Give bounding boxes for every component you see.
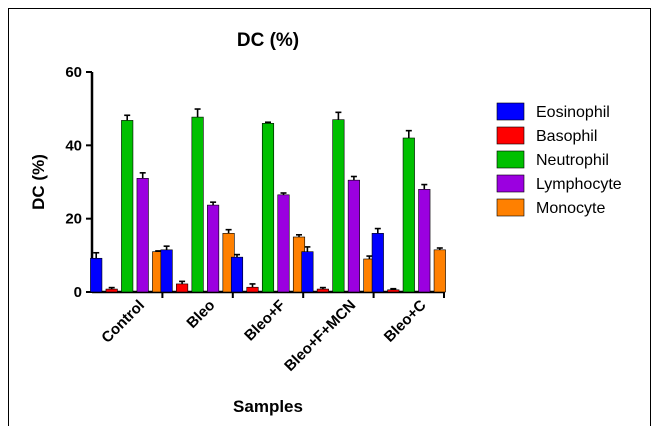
x-tick-label: Control (98, 297, 148, 347)
legend-label-neutrophil: Neutrophil (536, 152, 609, 169)
bar-lymphocyte-3 (347, 179, 360, 293)
bar-lymphocyte-1 (207, 204, 220, 293)
y-axis-label: DC (%) (29, 154, 48, 210)
bar-neutrophil-4 (402, 137, 415, 293)
x-tick-label: Bleo (183, 297, 218, 332)
y-tick-label: 60 (65, 64, 82, 81)
bar-basophil-2 (246, 286, 259, 293)
legend-swatch-monocyte (496, 198, 525, 217)
bar-eosinophil-0 (90, 257, 103, 293)
chart-title: DC (%) (237, 30, 299, 51)
legend-label-eosinophil: Eosinophil (536, 104, 610, 121)
bar-lymphocyte-4 (418, 189, 431, 293)
legend-label-lymphocyte: Lymphocyte (536, 176, 622, 193)
legend-swatch-eosinophil (496, 102, 525, 121)
legend-swatch-basophil (496, 126, 525, 145)
bar-neutrophil-3 (332, 119, 345, 293)
bar-eosinophil-2 (230, 256, 244, 293)
bar-eosinophil-3 (301, 251, 314, 293)
bar-basophil-0 (105, 288, 118, 293)
bars-group (90, 108, 446, 293)
y-tick-label: 40 (65, 137, 82, 154)
bar-basophil-4 (387, 289, 400, 293)
y-tick-label: 0 (74, 284, 82, 301)
legend-swatch-neutrophil (496, 150, 525, 169)
legend-swatch-lymphocyte (496, 174, 525, 193)
x-axis-label: Samples (233, 397, 303, 416)
legend-label-monocyte: Monocyte (536, 200, 605, 217)
y-tick-label: 20 (65, 211, 82, 228)
bar-lymphocyte-0 (136, 178, 149, 293)
legend-label-basophil: Basophil (536, 128, 597, 145)
bar-neutrophil-1 (191, 116, 204, 293)
bar-neutrophil-2 (261, 123, 275, 293)
bar-eosinophil-4 (371, 233, 384, 293)
legend: Eosinophil Basophil Neutrophil Lymphocyte Mo… (496, 102, 622, 217)
bar-eosinophil-1 (160, 249, 173, 293)
x-tick-label: Bleo+F (241, 297, 289, 345)
x-tick-label: Bleo+F+MCN (281, 297, 359, 375)
x-tick-label: Bleo+C (381, 297, 430, 346)
bar-basophil-1 (176, 283, 189, 293)
bar-neutrophil-0 (121, 120, 134, 293)
chart-frame (8, 8, 651, 426)
bar-basophil-3 (316, 288, 329, 293)
bar-monocyte-4 (433, 249, 446, 293)
bar-lymphocyte-2 (277, 194, 290, 293)
